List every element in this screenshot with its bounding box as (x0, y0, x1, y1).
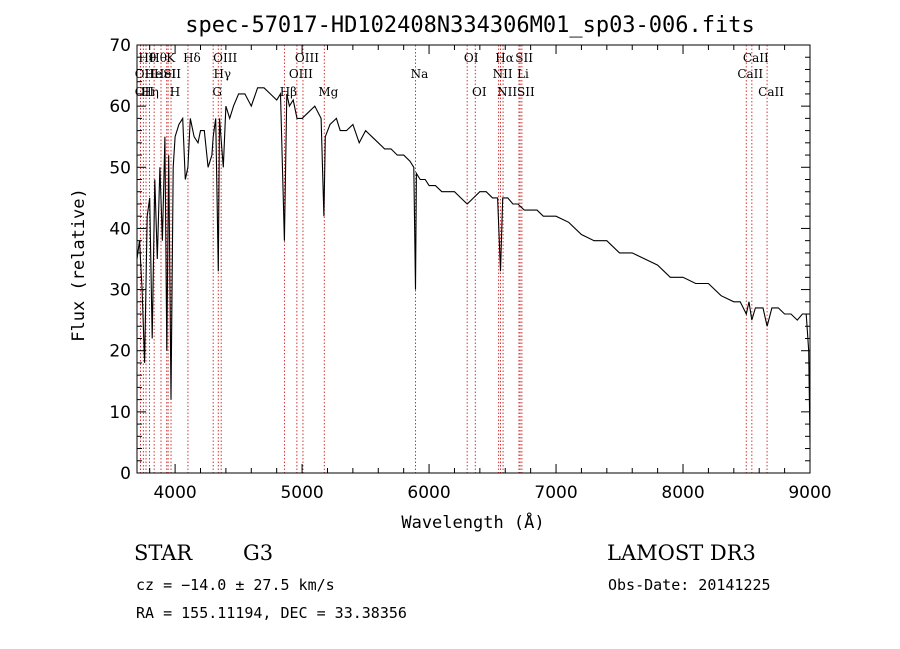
x-tick-label: 5000 (280, 483, 323, 503)
line-marker-label: OI (464, 51, 479, 65)
y-tick-label: 10 (109, 403, 131, 423)
y-tick-label: 0 (120, 464, 131, 484)
line-marker-label: Hθ (149, 51, 167, 65)
y-tick-label: 40 (109, 219, 131, 239)
line-marker-label: CaII (743, 51, 769, 65)
line-marker-label: NII (497, 85, 517, 99)
survey-name: LAMOST DR3 (607, 541, 756, 565)
x-tick-label: 4000 (153, 483, 196, 503)
line-marker-label: H (170, 85, 180, 99)
line-marker-label: SII (517, 85, 535, 99)
x-axis-ticks: 4000 5000 6000 7000 8000 9000 (149, 45, 832, 503)
line-marker-label: HeI (154, 67, 177, 81)
object-class: STAR (134, 541, 193, 565)
line-marker-label: OI (472, 85, 487, 99)
line-marker-label: OII (135, 67, 155, 81)
y-axis-ticks: 0 10 20 30 40 50 60 70 (109, 36, 810, 484)
y-tick-label: 30 (109, 281, 131, 301)
x-tick-label: 9000 (788, 483, 831, 503)
line-marker-label: He (145, 67, 163, 81)
flux-series-line (136, 87, 811, 443)
y-tick-label: 60 (109, 97, 131, 117)
line-marker-label: SII (163, 67, 181, 81)
line-marker-label: K (166, 51, 176, 65)
line-marker-label: CaII (758, 85, 784, 99)
y-axis-label: Flux (relative) (69, 188, 89, 342)
line-marker-label: CaII (737, 67, 763, 81)
coordinates: RA = 155.11194, DEC = 33.38356 (136, 604, 407, 622)
line-marker-label: Hγ (213, 67, 231, 81)
line-marker-label: G (212, 85, 222, 99)
y-tick-label: 70 (109, 36, 131, 56)
chart-title: spec-57017-HD102408N334306M01_sp03-006.f… (185, 13, 755, 38)
line-marker-label: Hα (495, 51, 514, 65)
line-marker-label: Hδ (183, 51, 201, 65)
x-tick-label: 6000 (407, 483, 450, 503)
observation-date: Obs-Date: 20141225 (608, 576, 771, 594)
line-marker-label: Hθ (138, 51, 156, 65)
line-marker-label: OIII (295, 51, 319, 65)
line-markers (139, 45, 768, 473)
line-marker-label: SII (515, 51, 533, 65)
line-marker-label: OIII (213, 51, 237, 65)
subclass: G3 (243, 541, 274, 565)
x-axis-label: Wavelength (Å) (401, 511, 544, 533)
x-tick-label: 8000 (661, 483, 704, 503)
plot-frame (136, 44, 811, 474)
line-marker-label: Mg (318, 85, 338, 99)
y-tick-label: 50 (109, 158, 131, 178)
line-marker-label: OIII (289, 67, 313, 81)
line-marker-label: Hη (141, 85, 159, 99)
line-marker-label: Li (517, 67, 529, 81)
line-marker-labels: OII OII Hθ Hη He Hθ HeI K SII H Hδ G Hγ OIII Hβ OIII OII… (135, 51, 784, 99)
line-marker-label: Hβ (280, 85, 297, 99)
line-marker-label: NII (493, 67, 513, 81)
line-marker-label: Na (411, 67, 429, 81)
x-tick-label: 7000 (534, 483, 577, 503)
y-tick-label: 20 (109, 342, 131, 362)
redshift-velocity: cz = −14.0 ± 27.5 km/s (136, 576, 335, 594)
line-marker-label: OII (135, 85, 155, 99)
